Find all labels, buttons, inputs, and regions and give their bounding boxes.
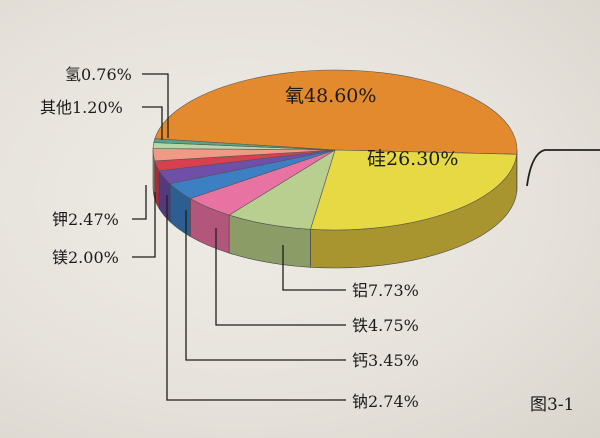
slice-label-0: 氧48.60%: [285, 85, 376, 107]
pie-top-layer: [152, 69, 518, 231]
slice-label-9: 氢0.76%: [65, 65, 132, 84]
pie-slice-9: [153, 138, 336, 151]
leader-line-7: [132, 185, 147, 220]
leader-line-4: [185, 210, 346, 361]
slice-label-4: 钙3.45%: [352, 351, 419, 370]
page-bracket-line: [526, 149, 600, 187]
leader-line-9: [142, 73, 169, 138]
slice-label-5: 钠2.74%: [352, 392, 419, 411]
slice-label-6: 镁2.00%: [52, 248, 119, 267]
figure-caption: 图3-1: [530, 395, 574, 415]
pie-slice-0: [154, 69, 518, 155]
slice-label-8: 其他1.20%: [40, 98, 123, 117]
leader-line-2: [282, 245, 346, 291]
slice-label-3: 铁4.75%: [352, 316, 419, 335]
leader-line-6: [132, 192, 156, 258]
leader-line-8: [142, 106, 163, 140]
leader-line-3: [215, 228, 346, 326]
leader-line-5: [166, 195, 346, 401]
slice-label-1: 硅26.30%: [367, 148, 458, 170]
slice-label-7: 钾2.47%: [52, 210, 119, 229]
pie-slice-1: [310, 149, 518, 231]
slice-labels: 氧48.60% 硅26.30% 铝7.73% 铁4.75% 钙3.45% 钠2.74% 镁2…: [40, 65, 458, 411]
slice-label-2: 铝7.73%: [352, 281, 419, 300]
leader-lines: [132, 73, 346, 401]
